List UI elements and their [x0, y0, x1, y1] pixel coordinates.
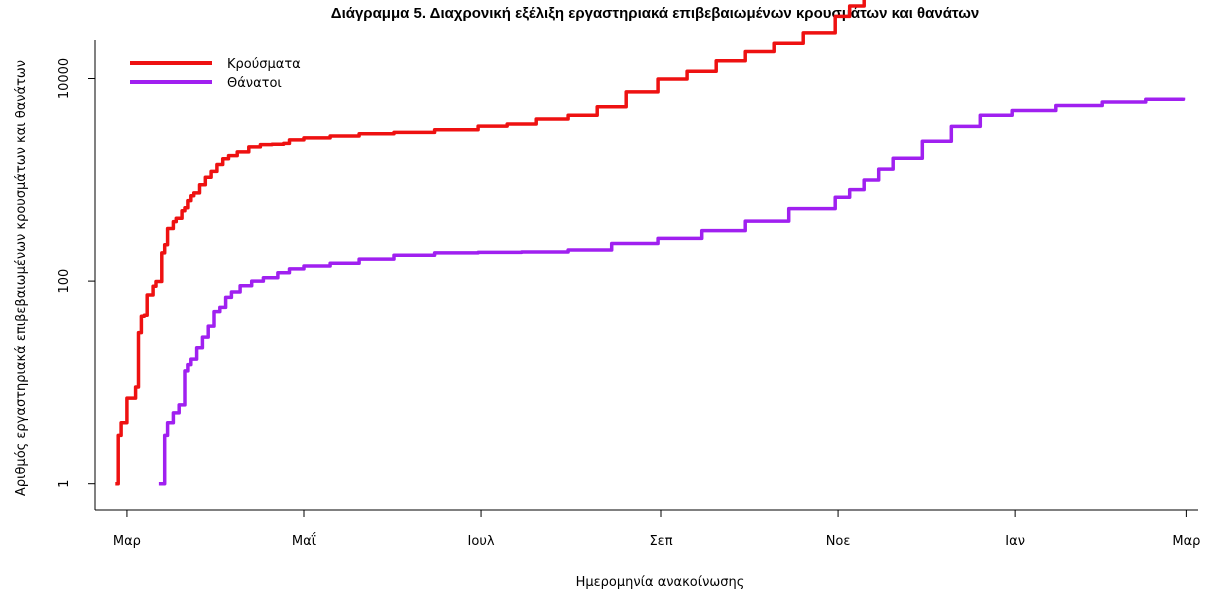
x-tick-label: Μαρ	[113, 534, 141, 549]
legend-label-deaths: Θάνατοι	[227, 76, 282, 91]
y-tick-label: 1	[57, 480, 72, 488]
x-tick-label: Μαρ	[1172, 534, 1200, 549]
y-axis-ticks: 1 100 10000	[57, 58, 95, 488]
series-line-deaths	[158, 97, 1186, 486]
y-tick-label: 10000	[57, 58, 72, 99]
x-tick-label: Ιαν	[1005, 534, 1025, 549]
x-tick-label: Ιουλ	[468, 534, 495, 549]
x-tick-label: Νοε	[826, 534, 851, 549]
x-tick-label: Σεπ	[649, 534, 672, 549]
x-axis-ticks: Μαρ Μαΐ Ιουλ Σεπ Νοε Ιαν Μαρ	[113, 510, 1200, 549]
y-tick-label: 100	[57, 269, 72, 294]
series-line-cases	[115, 0, 866, 486]
x-axis-label: Ημερομηνία ανακοίνωσης	[576, 575, 745, 590]
plot-area	[115, 0, 1186, 486]
y-axis-label: Αριθμός εργαστηριακά επιβεβαιωμένων κρου…	[14, 60, 29, 496]
legend: Κρούσματα Θάνατοι	[130, 57, 301, 91]
chart-title: Διάγραμμα 5. Διαχρονική εξέλιξη εργαστηρ…	[331, 5, 979, 22]
legend-label-cases: Κρούσματα	[227, 57, 301, 72]
x-tick-label: Μαΐ	[292, 533, 317, 549]
